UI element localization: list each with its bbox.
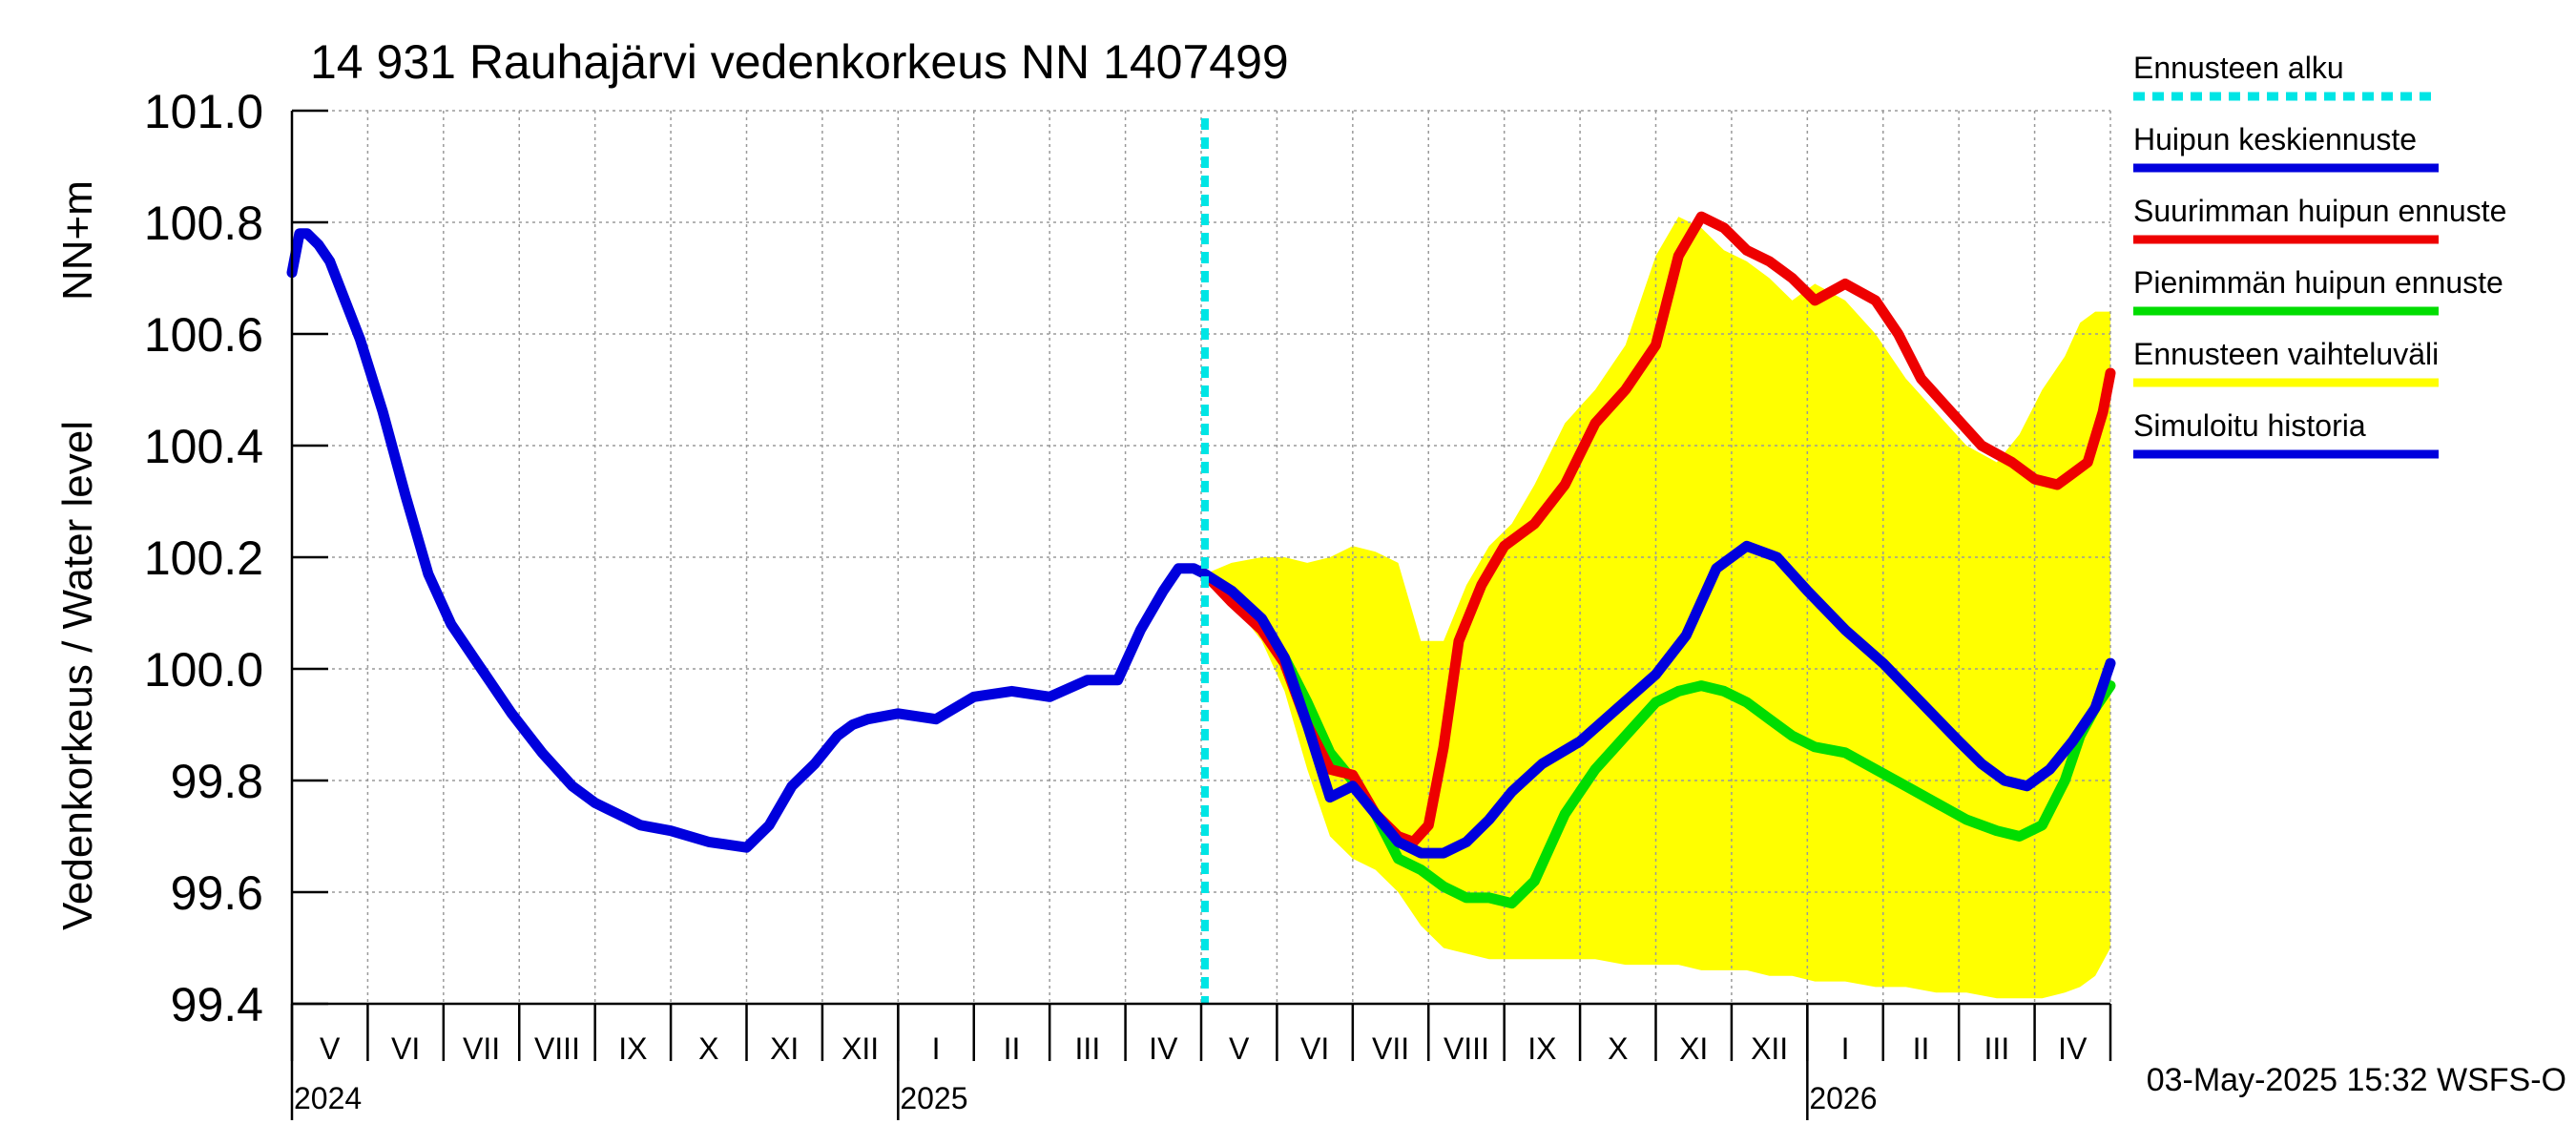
month-label: V: [1229, 1031, 1250, 1066]
month-label: III: [1075, 1031, 1101, 1066]
y-tick-label: 99.4: [171, 978, 263, 1031]
month-label: XII: [841, 1031, 879, 1066]
month-label: VII: [1372, 1031, 1409, 1066]
y-tick-label: 101.0: [144, 85, 263, 138]
month-label: II: [1913, 1031, 1930, 1066]
series-layer: [286, 118, 2116, 1004]
y-tick-label: 99.8: [171, 755, 263, 808]
legend-label: Ennusteen alku: [2133, 51, 2344, 85]
legend-label: Huipun keskiennuste: [2133, 122, 2417, 156]
month-label: XII: [1751, 1031, 1788, 1066]
axis-layer: 99.4 99.6 99.8 100.0 100.2 100.4 100.6 100.8 101…: [144, 85, 2112, 1120]
chart-title: 14 931 Rauhajärvi vedenkorkeus NN 140749…: [310, 35, 1289, 89]
y-axis-label: Vedenkorkeus / Water level: [54, 421, 101, 930]
month-label: II: [1004, 1031, 1021, 1066]
month-label: IV: [2058, 1031, 2088, 1066]
legend-label: Simuloitu historia: [2133, 408, 2366, 443]
month-label: I: [1841, 1031, 1850, 1066]
legend-label: Ennusteen vaihteluväli: [2133, 337, 2439, 371]
year-label: 2025: [900, 1081, 967, 1115]
series-line-simuloitu-historia: [286, 228, 1211, 853]
month-label: VIII: [1444, 1031, 1489, 1066]
legend: Ennusteen alku Huipun keskiennuste Suurimm…: [2133, 51, 2506, 459]
month-label: I: [932, 1031, 941, 1066]
legend-label: Suurimman huipun ennuste: [2133, 194, 2506, 228]
month-label: VII: [463, 1031, 500, 1066]
y-tick-label: 100.8: [144, 197, 263, 250]
legend-label: Pienimmän huipun ennuste: [2133, 265, 2503, 300]
month-label: X: [698, 1031, 718, 1066]
y-tick-label: 100.0: [144, 643, 263, 697]
month-label: X: [1608, 1031, 1628, 1066]
y-tick-label: 100.4: [144, 420, 263, 473]
year-label: 2026: [1809, 1081, 1877, 1115]
series-line-huipun-keskiennuste: [1199, 540, 2116, 859]
y-tick-label: 99.6: [171, 866, 263, 920]
month-label: VI: [1300, 1031, 1329, 1066]
y-tick-label: 100.2: [144, 531, 263, 585]
y-tick-label: 100.6: [144, 308, 263, 362]
month-label: III: [1984, 1031, 2010, 1066]
month-label: V: [320, 1031, 341, 1066]
y-axis-unit: NN+m: [54, 180, 101, 301]
month-label: VI: [391, 1031, 420, 1066]
footer-timestamp: 03-May-2025 15:32 WSFS-O: [2147, 1062, 2566, 1098]
year-label: 2024: [294, 1081, 362, 1115]
month-label: IX: [618, 1031, 647, 1066]
month-label: XI: [770, 1031, 799, 1066]
month-label: IX: [1527, 1031, 1556, 1066]
month-label: VIII: [534, 1031, 580, 1066]
month-label: IV: [1149, 1031, 1178, 1066]
month-label: XI: [1679, 1031, 1708, 1066]
